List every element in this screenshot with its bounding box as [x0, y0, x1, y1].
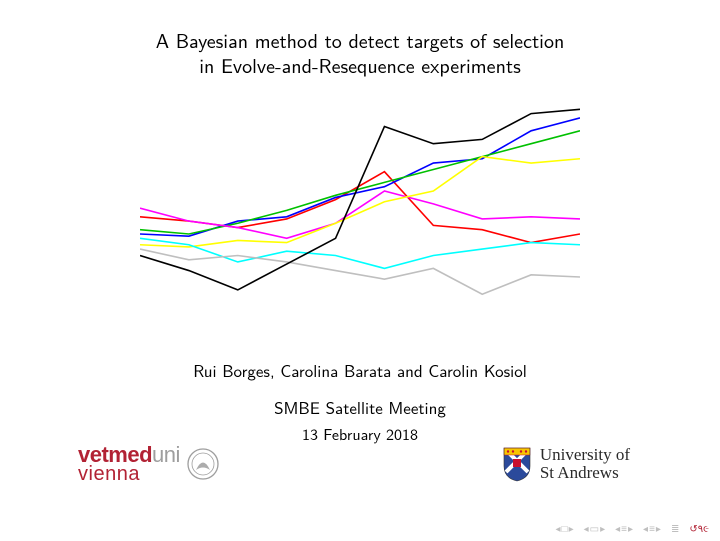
series-blue [140, 118, 580, 236]
series-cyan [140, 238, 580, 268]
standrews-line2: St Andrews [540, 464, 630, 482]
slide: A Bayesian method to detect targets of s… [0, 0, 720, 541]
standrews-shield-icon [502, 446, 532, 482]
meeting: SMBE Satellite Meeting [0, 395, 720, 420]
nav-first[interactable]: ◂ □ ▸ [556, 524, 574, 535]
series-black [140, 109, 580, 290]
title-line-1: A Bayesian method to detect targets of s… [0, 28, 720, 53]
vetmed-seal-icon [186, 447, 220, 481]
standrews-line1: University of [540, 446, 630, 464]
line-chart [140, 105, 580, 320]
title-block: A Bayesian method to detect targets of s… [0, 0, 720, 78]
vetmed-text: vetmeduni vienna [78, 445, 180, 483]
standrews-text: University of St Andrews [540, 446, 630, 482]
logo-row: vetmeduni vienna University of [0, 445, 720, 483]
nav-redo-icon[interactable]: ↺۹૯ [689, 524, 710, 535]
nav-prev[interactable]: ◂ ≡ ▸ [615, 524, 633, 535]
chart-svg [140, 105, 580, 320]
vetmed-word3: vienna [78, 465, 180, 483]
standrews-logo: University of St Andrews [502, 445, 630, 483]
nav-next[interactable]: ◂ ≡ ▸ [643, 524, 661, 535]
series-gray [140, 249, 580, 294]
authors: Rui Borges, Carolina Barata and Carolin … [0, 358, 720, 383]
info-block: Rui Borges, Carolina Barata and Carolin … [0, 358, 720, 445]
nav-prev-section[interactable]: ◂ ▭ ▸ [584, 524, 606, 535]
nav-last[interactable]: ≣ [671, 524, 679, 535]
vetmed-logo: vetmeduni vienna [78, 445, 220, 483]
beamer-nav: ◂ □ ▸ ◂ ▭ ▸ ◂ ≡ ▸ ◂ ≡ ▸ ≣ ↺۹૯ [556, 524, 711, 535]
vetmed-word2: uni [152, 442, 180, 467]
series-yellow [140, 157, 580, 247]
vetmed-top: vetmeduni [78, 445, 180, 465]
title-line-2: in Evolve-and-Resequence experiments [0, 53, 720, 78]
